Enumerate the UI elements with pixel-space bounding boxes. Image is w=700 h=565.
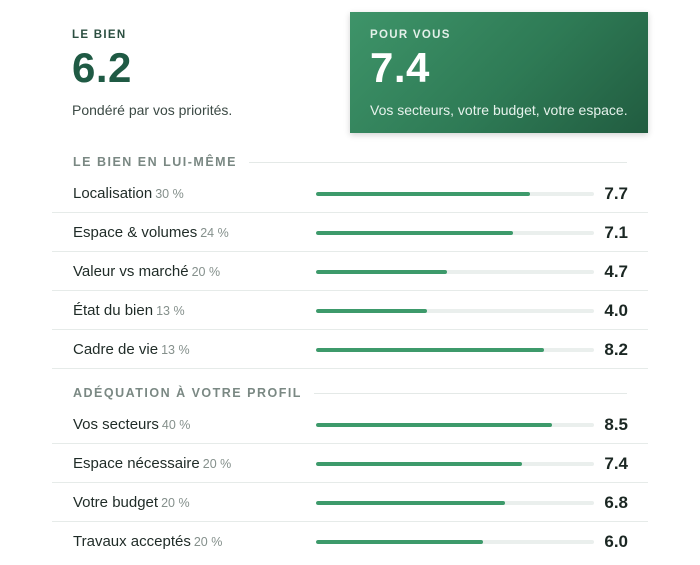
- criterion-progress-fill: [316, 309, 428, 313]
- criterion-progress-bar: [316, 231, 594, 235]
- criterion-progress-bar: [316, 462, 594, 466]
- criterion-weight: 13 %: [156, 304, 185, 318]
- criterion-weight: 20 %: [193, 535, 223, 549]
- criterion-label: Espace nécessaire 20 %: [73, 455, 232, 472]
- criterion-score: 7.7: [604, 184, 628, 203]
- criterion-row-votre-budget: Votre budget 20 % 6.8: [52, 483, 648, 522]
- fit-score-caption: Vos secteurs, votre budget, votre espace…: [370, 102, 628, 118]
- criterion-label: État du bien 13 %: [73, 302, 185, 319]
- criterion-row-etat-bien: État du bien 13 % 4.0: [52, 291, 648, 330]
- section-title: LE BIEN EN LUI-MÊME: [73, 155, 237, 169]
- criterion-row-valeur-marche: Valeur vs marché 20 % 4.7: [52, 252, 648, 291]
- criterion-score: 8.5: [604, 415, 628, 434]
- criterion-label: Espace & volumes 24 %: [73, 224, 229, 241]
- criterion-progress-fill: [316, 348, 544, 352]
- property-score-value: 6.2: [72, 44, 132, 91]
- criterion-progress-fill: [316, 501, 506, 505]
- criterion-score: 6.0: [604, 532, 628, 551]
- property-score-eyebrow: LE BIEN: [72, 29, 127, 41]
- criterion-weight: 20 %: [202, 457, 232, 471]
- property-score-card: LE BIEN 6.2 Pondéré par vos priorités.: [52, 12, 350, 133]
- criterion-score: 8.2: [604, 340, 628, 359]
- criterion-weight: 20 %: [191, 265, 221, 279]
- criterion-progress-fill: [316, 270, 447, 274]
- criterion-progress-bar: [316, 540, 594, 544]
- criterion-progress-fill: [316, 462, 522, 466]
- criterion-row-travaux-acceptes: Travaux acceptés 20 % 6.0: [52, 522, 648, 561]
- criterion-progress-bar: [316, 192, 594, 196]
- criterion-weight: 40 %: [161, 418, 191, 432]
- criterion-row-espace-volumes: Espace & volumes 24 % 7.1: [52, 213, 648, 252]
- criterion-weight: 20 %: [161, 496, 190, 510]
- criterion-progress-bar: [316, 423, 594, 427]
- criterion-row-cadre-vie: Cadre de vie 13 % 8.2: [52, 330, 648, 369]
- section-divider: [248, 161, 627, 163]
- criterion-progress-bar: [316, 270, 594, 274]
- section-title: ADÉQUATION À VOTRE PROFIL: [73, 386, 302, 400]
- section-header-profile: ADÉQUATION À VOTRE PROFIL: [73, 385, 627, 401]
- criterion-score: 4.0: [604, 301, 628, 320]
- criterion-progress-fill: [316, 231, 514, 235]
- criterion-progress-bar: [316, 501, 594, 505]
- criterion-label: Votre budget 20 %: [73, 494, 190, 511]
- criterion-row-espace-necessaire: Espace nécessaire 20 % 7.4: [52, 444, 648, 483]
- criterion-progress-fill: [316, 540, 483, 544]
- fit-score-card: POUR VOUS 7.4 Vos secteurs, votre budget…: [350, 12, 648, 133]
- criterion-score: 7.4: [604, 454, 628, 473]
- criterion-progress-bar: [316, 348, 594, 352]
- property-score-caption: Pondéré par vos priorités.: [72, 102, 233, 118]
- fit-score-eyebrow: POUR VOUS: [370, 29, 451, 41]
- criterion-weight: 13 %: [161, 343, 190, 357]
- criterion-row-localisation: Localisation 30 % 7.7: [52, 174, 648, 213]
- criterion-progress-bar: [316, 309, 594, 313]
- criterion-label: Cadre de vie 13 %: [73, 341, 190, 358]
- criterion-label: Vos secteurs 40 %: [73, 416, 191, 433]
- criterion-weight: 24 %: [200, 226, 229, 240]
- section-divider: [313, 392, 627, 394]
- criterion-row-vos-secteurs: Vos secteurs 40 % 8.5: [52, 405, 648, 444]
- criterion-score: 7.1: [604, 223, 628, 242]
- criterion-score: 4.7: [604, 262, 628, 281]
- fit-score-value: 7.4: [370, 44, 430, 91]
- criterion-weight: 30 %: [155, 187, 184, 201]
- criterion-label: Localisation 30 %: [73, 185, 184, 202]
- section-header-property: LE BIEN EN LUI-MÊME: [73, 154, 627, 170]
- criterion-label: Travaux acceptés 20 %: [73, 533, 223, 550]
- criterion-progress-fill: [316, 423, 553, 427]
- criterion-progress-fill: [316, 192, 531, 196]
- criterion-label: Valeur vs marché 20 %: [73, 263, 221, 280]
- criterion-score: 6.8: [604, 493, 628, 512]
